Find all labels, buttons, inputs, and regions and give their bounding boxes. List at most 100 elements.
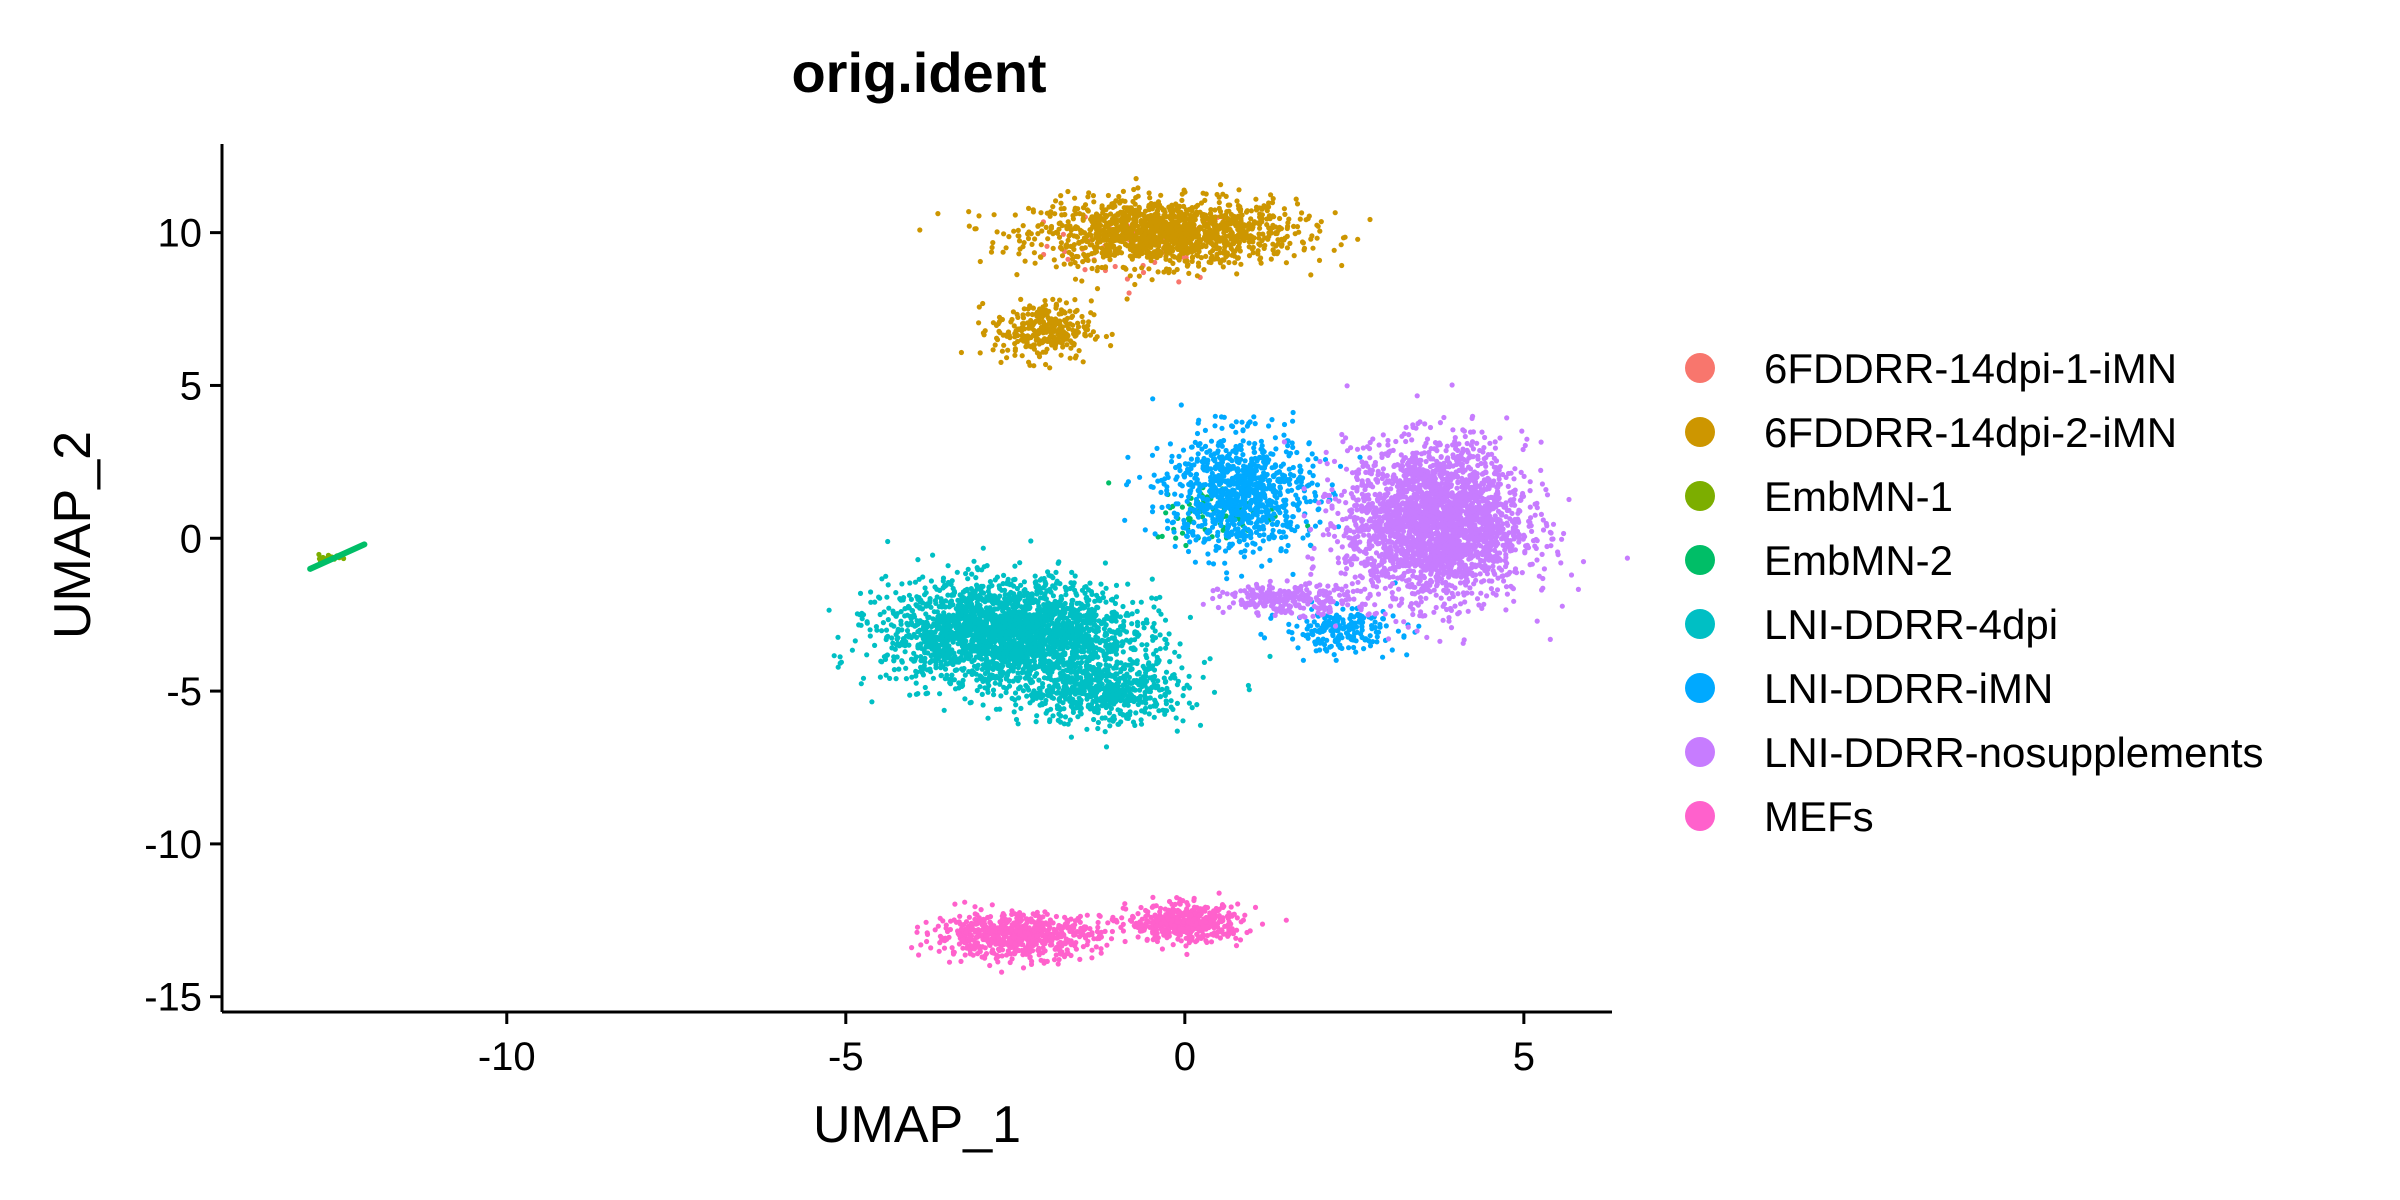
scatter-point: [1082, 202, 1089, 208]
scatter-point: [1075, 714, 1081, 720]
scatter-point: [1194, 273, 1200, 279]
scatter-point: [1271, 214, 1277, 220]
scatter-point: [1066, 233, 1072, 239]
scatter-point: [1105, 668, 1111, 674]
scatter-point: [1188, 241, 1194, 247]
scatter-point: [1042, 641, 1048, 647]
scatter-point: [981, 645, 987, 651]
scatter-point: [1256, 241, 1262, 247]
scatter-point: [1140, 620, 1146, 626]
scatter-point: [1207, 249, 1213, 256]
scatter-point: [1157, 234, 1163, 240]
scatter-point: [1284, 245, 1290, 251]
scatter-point: [1031, 658, 1037, 664]
scatter-point: [1044, 627, 1051, 634]
scatter-point: [1026, 671, 1033, 677]
scatter-point: [965, 576, 971, 582]
scatter-point: [1212, 221, 1218, 227]
scatter-point: [885, 538, 891, 545]
scatter-point: [1269, 200, 1276, 206]
scatter-point: [1102, 729, 1108, 735]
scatter-point: [1126, 216, 1132, 222]
scatter-point: [1020, 624, 1026, 630]
scatter-point: [1069, 256, 1076, 262]
scatter-point: [1065, 256, 1071, 262]
scatter-point: [1297, 216, 1303, 222]
scatter-point: [1127, 242, 1133, 248]
scatter-point: [990, 347, 996, 353]
scatter-point: [1131, 186, 1137, 193]
scatter-point: [1081, 324, 1087, 330]
scatter-point: [868, 589, 874, 595]
scatter-point: [1150, 677, 1156, 683]
scatter-point: [932, 598, 939, 604]
scatter-point: [1091, 716, 1097, 723]
scatter-point: [1058, 240, 1064, 246]
scatter-point: [1201, 235, 1207, 241]
scatter-point: [999, 617, 1005, 623]
scatter-point: [1127, 709, 1133, 715]
scatter-point: [1011, 638, 1017, 645]
scatter-point: [945, 563, 951, 569]
scatter-point: [938, 596, 944, 602]
scatter-point: [1016, 238, 1023, 244]
scatter-point: [1082, 638, 1088, 644]
scatter-point: [1158, 192, 1164, 198]
scatter-point: [986, 585, 992, 591]
scatter-point: [858, 681, 864, 687]
scatter-point: [1140, 221, 1146, 227]
scatter-point: [1059, 222, 1065, 229]
scatter-point: [1056, 318, 1062, 324]
scatter-point: [1022, 333, 1028, 339]
scatter-point: [1132, 217, 1138, 223]
scatter-point: [1053, 264, 1059, 270]
scatter-point: [941, 657, 948, 663]
scatter-point: [1050, 245, 1056, 251]
scatter-point: [1068, 345, 1074, 351]
scatter-point: [1176, 279, 1182, 285]
scatter-point: [928, 653, 934, 659]
scatter-point: [1157, 632, 1163, 638]
scatter-point: [1239, 419, 1245, 425]
scatter-point: [1058, 352, 1064, 358]
scatter-point: [1180, 693, 1186, 699]
scatter-point: [915, 645, 921, 651]
scatter-point: [1164, 708, 1170, 714]
scatter-point: [1020, 322, 1026, 328]
scatter-point: [1161, 269, 1167, 275]
scatter-point: [1143, 700, 1149, 706]
scatter-point: [986, 663, 992, 669]
scatter-point: [1068, 734, 1074, 740]
scatter-point: [1012, 348, 1018, 354]
scatter-point: [1030, 209, 1036, 215]
scatter-point: [864, 652, 870, 658]
scatter-point: [1294, 201, 1301, 207]
scatter-point: [1060, 691, 1066, 697]
scatter-point: [922, 655, 928, 662]
scatter-point: [1151, 620, 1157, 627]
scatter-point: [1095, 725, 1101, 732]
scatter-point: [971, 558, 977, 564]
scatter-point: [1000, 656, 1006, 662]
scatter-point: [1207, 227, 1213, 233]
scatter-point: [1018, 582, 1024, 588]
scatter-point: [1314, 235, 1320, 241]
scatter-point: [1161, 675, 1167, 681]
scatter-point: [979, 627, 985, 633]
scatter-point: [1100, 232, 1106, 238]
scatter-point: [1241, 234, 1247, 241]
scatter-point: [1318, 219, 1324, 225]
scatter-point: [1047, 365, 1053, 371]
scatter-point: [1026, 323, 1032, 330]
scatter-point: [1015, 653, 1021, 659]
scatter-point: [1203, 215, 1210, 221]
scatter-point: [1186, 685, 1193, 691]
scatter-point: [1201, 659, 1207, 666]
scatter-point: [1115, 627, 1121, 634]
scatter-point: [996, 314, 1003, 320]
scatter-point: [1120, 675, 1126, 681]
scatter-point: [1027, 303, 1033, 309]
scatter-point: [1161, 207, 1167, 213]
scatter-point: [1096, 685, 1103, 692]
scatter-point: [1021, 240, 1027, 246]
